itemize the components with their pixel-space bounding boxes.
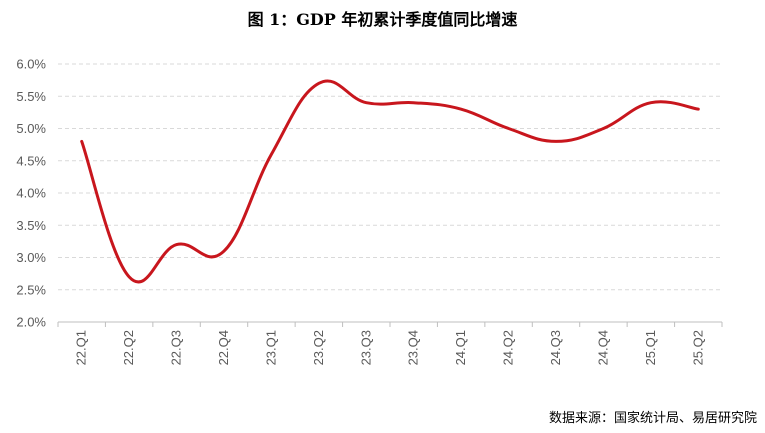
x-tick-label: 23.Q1: [263, 330, 278, 365]
y-tick-label: 6.0%: [16, 57, 46, 72]
data-point: [600, 126, 606, 132]
y-tick-label: 3.0%: [16, 250, 46, 265]
x-tick-label: 22.Q1: [74, 330, 89, 365]
data-point: [221, 248, 227, 254]
y-tick-label: 4.5%: [16, 153, 46, 168]
chart-title: 图 1：GDP 年初累计季度值同比增速: [247, 10, 518, 29]
x-tick-label: 25.Q2: [690, 330, 705, 365]
y-tick-labels: 2.0% 2.5% 3.0% 3.5% 4.0% 4.5% 5.0% 5.5% 6.0%: [16, 57, 46, 330]
data-point: [174, 242, 180, 248]
y-tick-label: 4.0%: [16, 186, 46, 201]
data-point: [79, 138, 85, 144]
series-lines: [79, 79, 701, 284]
axes: [57, 321, 723, 327]
source-note: 数据来源：国家统计局、易居研究院: [548, 411, 757, 426]
gridlines: [58, 63, 722, 291]
y-tick-label: 3.5%: [16, 218, 46, 233]
x-tick-label: 23.Q2: [311, 330, 326, 365]
series-line: [80, 79, 700, 284]
data-point: [648, 100, 654, 106]
x-tick-label: 23.Q3: [358, 330, 373, 365]
x-tick-labels: 22.Q1 22.Q2 22.Q3 22.Q4 23.Q1 23.Q2 23.Q3 23.Q4…: [74, 330, 706, 365]
data-point: [268, 151, 274, 157]
x-tick-label: 23.Q4: [406, 330, 421, 365]
y-tick-label: 5.5%: [16, 89, 46, 104]
y-tick-label: 5.0%: [16, 121, 46, 136]
x-tick-label: 25.Q1: [643, 330, 658, 365]
x-tick-label: 24.Q2: [501, 330, 516, 365]
data-point: [695, 106, 701, 112]
data-point: [553, 138, 559, 144]
data-point: [316, 80, 322, 86]
data-point: [411, 100, 417, 106]
x-tick-label: 24.Q1: [453, 330, 468, 365]
data-point: [363, 100, 369, 106]
data-point: [126, 274, 132, 280]
line-chart: 2.0% 2.5% 3.0% 3.5% 4.0% 4.5% 5.0% 5.5% 6.0% 22.…: [16, 57, 723, 365]
data-point: [506, 126, 512, 132]
x-tick-label: 24.Q4: [595, 330, 610, 365]
x-tick-label: 22.Q4: [216, 330, 231, 365]
x-tick-label: 24.Q3: [548, 330, 563, 365]
data-point: [458, 106, 464, 112]
y-tick-label: 2.5%: [16, 282, 46, 297]
x-tick-label: 22.Q3: [169, 330, 184, 365]
y-tick-label: 2.0%: [16, 315, 46, 330]
x-tick-label: 22.Q2: [121, 330, 136, 365]
